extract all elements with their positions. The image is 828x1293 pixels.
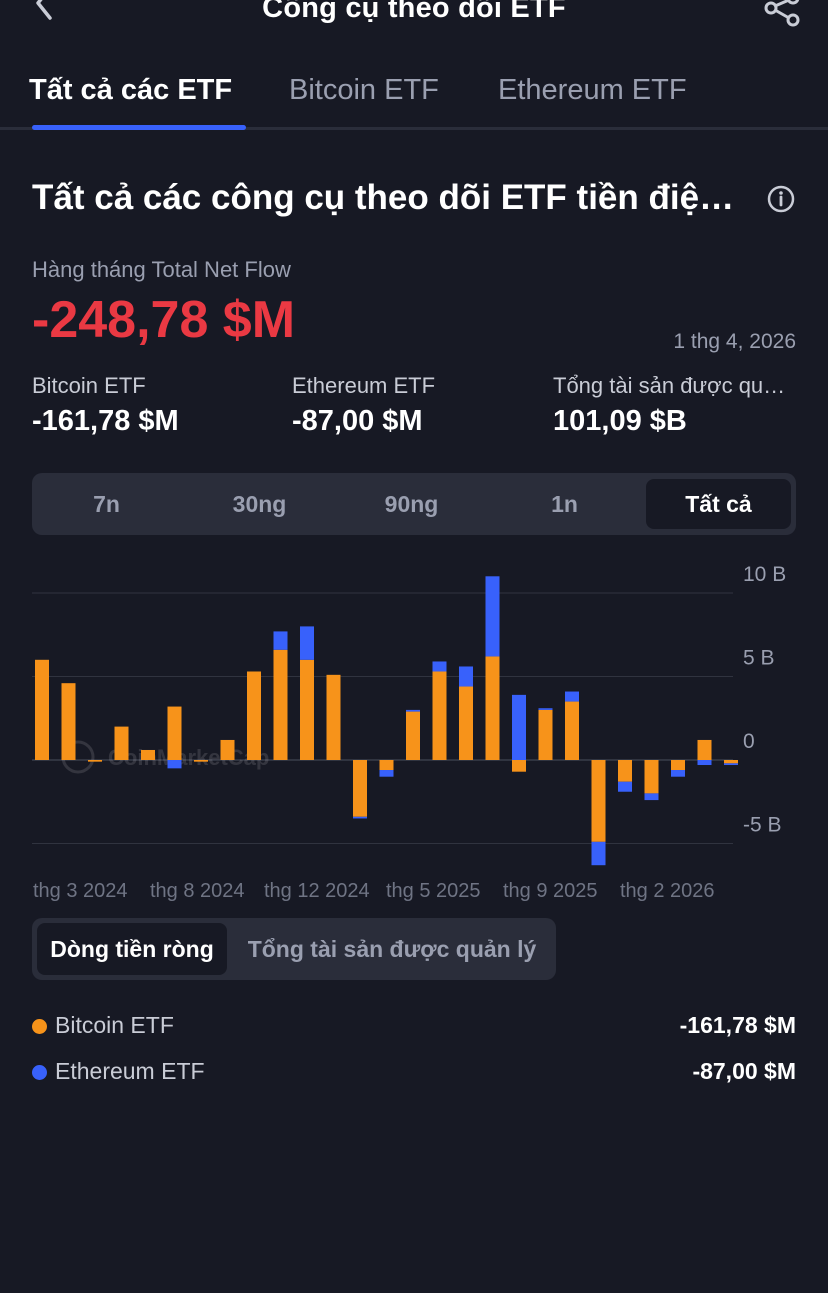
bar-ethereum [273,631,288,650]
bar-bitcoin [88,760,102,762]
x-tick-label: thg 12 2024 [264,880,370,902]
share-icon[interactable] [762,0,802,32]
bar-ethereum [565,691,579,702]
x-tick-label: thg 5 2025 [386,880,481,902]
bar-bitcoin [485,656,500,760]
bar-bitcoin [247,671,261,760]
active-tab-indicator [32,125,246,130]
bar-bitcoin [35,659,49,760]
bar-bitcoin [724,760,738,764]
bar-bitcoin [194,760,208,762]
x-tick-label: thg 2 2026 [620,880,715,902]
bar-ethereum [353,816,367,819]
bar-bitcoin [697,739,712,760]
bar-ethereum [379,770,394,777]
bar-ethereum [591,841,606,866]
range-90d-button[interactable]: 90ng [384,491,439,517]
bar-ethereum [538,708,553,710]
bar-bitcoin [538,709,553,760]
watermark: CoinMarketCap [61,740,269,774]
stat-label: Tổng tài sản được quản lý [553,373,796,398]
tab-bitcoin-etf[interactable]: Bitcoin ETF [289,74,439,106]
bar-ethereum [512,694,526,760]
bar-bitcoin [618,760,632,782]
bar-bitcoin [565,701,579,760]
range-1y-button[interactable]: 1n [551,491,578,517]
y-tick-label: 10 B [743,563,786,586]
bar-bitcoin [459,686,473,760]
aum-toggle-button[interactable]: Tổng tài sản được quản lý [247,936,537,962]
legend-bitcoin-etf: Bitcoin ETF -161,78 $M [32,1012,796,1042]
range-7d-button[interactable]: 7n [93,491,120,517]
y-tick-label: 5 B [743,647,775,670]
watermark-text: CoinMarketCap [108,745,269,770]
bar-bitcoin [591,760,606,842]
range-all-button[interactable]: Tất cả [646,479,791,529]
legend-dot-ethereum [32,1065,47,1080]
bar-bitcoin [114,726,129,760]
header: Công cụ theo dõi ETF [0,0,828,44]
bar-ethereum [618,781,632,792]
monthly-net-flow-label: Hàng tháng Total Net Flow [32,257,291,282]
monthly-net-flow-value: -248,78 $M [32,291,296,349]
bar-ethereum [671,770,685,777]
legend-ethereum-etf: Ethereum ETF -87,00 $M [32,1058,796,1088]
legend-dot-bitcoin [32,1019,47,1034]
bar-bitcoin [326,674,341,760]
bar-bitcoin [141,749,155,760]
time-range-selector: 7n 30ng 90ng 1n Tất cả [32,473,796,535]
bar-bitcoin [406,711,420,760]
bar-bitcoin [220,739,235,760]
bar-bitcoin [671,760,685,771]
bar-ethereum [485,576,500,657]
bar-ethereum [724,763,738,766]
bar-bitcoin [379,760,394,771]
x-tick-label: thg 8 2024 [150,880,245,902]
section-title: Tất cả các công cụ theo dõi ETF tiền điệ… [32,178,752,217]
bar-bitcoin [300,659,314,760]
stat-value: 101,09 $B [553,405,687,437]
stat-value: -87,00 $M [292,405,423,437]
legend-value: -161,78 $M [679,1012,796,1038]
stat-bitcoin-etf: Bitcoin ETF -161,78 $M [32,373,179,438]
bar-bitcoin [512,760,526,772]
legend-name: Ethereum ETF [55,1058,205,1084]
bar-bitcoin [644,760,659,794]
tab-all-etf[interactable]: Tất cả các ETF [29,74,233,106]
tab-ethereum-etf[interactable]: Ethereum ETF [498,74,687,106]
chart-mode-toggle: Dòng tiền ròng Tổng tài sản được quản lý [32,918,556,980]
legend-name: Bitcoin ETF [55,1012,174,1038]
bar-ethereum [167,760,182,769]
bar-ethereum [406,709,420,712]
etf-tabs: Tất cả các ETF Bitcoin ETF Ethereum ETF [0,68,828,130]
net-flow-chart: 10 B 5 B 0 -5 B CoinMarketCap thg 3 2024 thg 8… [32,563,786,902]
legend-value: -87,00 $M [692,1058,796,1084]
stat-ethereum-etf: Ethereum ETF -87,00 $M [292,373,435,438]
x-tick-label: thg 9 2025 [503,880,598,902]
flow-date: 1 thg 4, 2026 [673,330,796,353]
y-tick-label: 0 [743,730,755,753]
bar-bitcoin [432,671,447,760]
bar-bitcoin [167,706,182,760]
page-title: Công cụ theo dõi ETF [262,0,566,24]
bar-ethereum [697,760,712,766]
bar-ethereum [459,666,473,687]
y-tick-label: -5 B [743,814,782,837]
stat-label: Ethereum ETF [292,373,436,398]
bar-bitcoin [273,649,288,760]
bar-bitcoin [61,683,76,760]
stat-total-aum: Tổng tài sản được quản lý 101,09 $B [553,373,796,438]
info-icon[interactable] [767,185,795,213]
bar-ethereum [644,793,659,801]
back-arrow-icon[interactable] [30,0,58,28]
stat-label: Bitcoin ETF [32,373,146,398]
bar-ethereum [300,626,314,660]
range-30d-button[interactable]: 30ng [232,491,287,517]
bar-bitcoin [353,760,367,817]
bar-ethereum [432,661,447,672]
stat-value: -161,78 $M [32,405,179,437]
x-tick-label: thg 3 2024 [33,880,128,902]
net-flow-toggle-button[interactable]: Dòng tiền ròng [37,923,227,975]
